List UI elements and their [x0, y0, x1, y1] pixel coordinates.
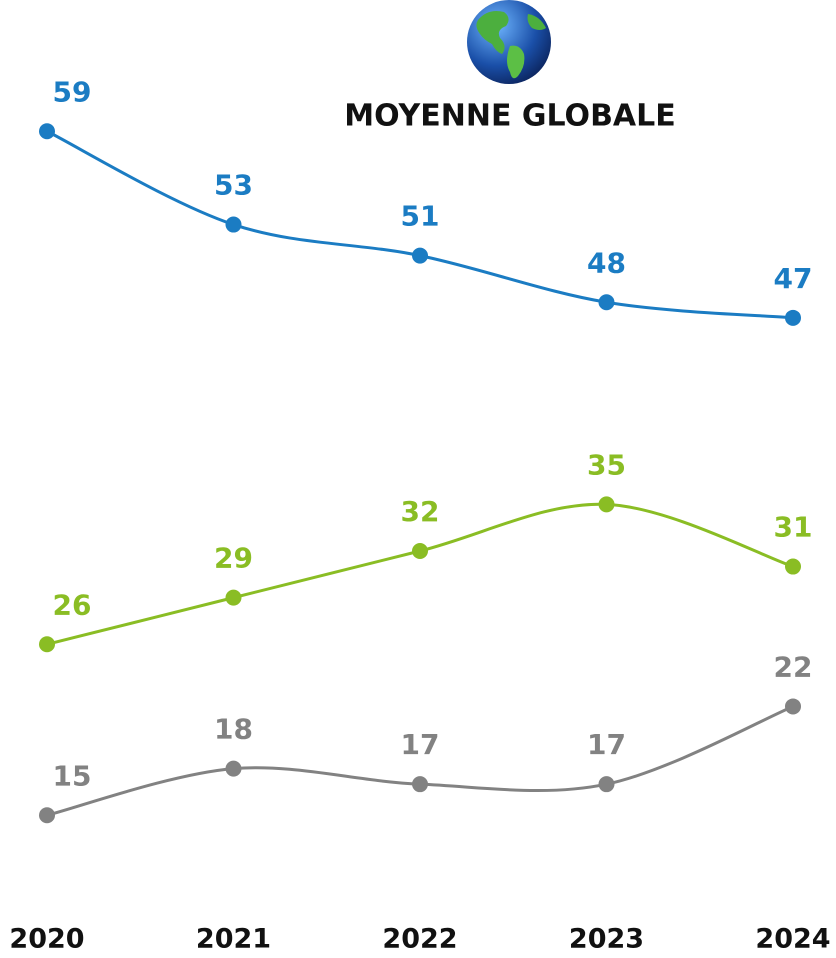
data-label: 17 — [587, 728, 626, 761]
data-point — [39, 807, 55, 823]
chart-title: MOYENNE GLOBALE — [344, 99, 676, 134]
data-label: 53 — [214, 169, 253, 202]
data-point — [412, 776, 428, 792]
data-point — [599, 294, 615, 310]
x-tick-label: 2020 — [9, 924, 84, 955]
data-point — [785, 698, 801, 714]
data-label: 26 — [53, 588, 92, 621]
data-label: 15 — [53, 759, 92, 792]
x-tick-label: 2021 — [196, 924, 271, 955]
data-point — [785, 310, 801, 326]
data-label: 32 — [401, 495, 440, 528]
data-label: 31 — [774, 511, 813, 544]
data-point — [226, 590, 242, 606]
data-point — [412, 248, 428, 264]
data-point — [599, 776, 615, 792]
data-label: 29 — [214, 542, 253, 575]
data-label: 17 — [401, 728, 440, 761]
globe-icon — [467, 0, 551, 84]
x-tick-label: 2024 — [755, 924, 830, 955]
chart: MOYENNE GLOBALE 2020 2021 2022 2023 2024 59 53… — [0, 0, 836, 954]
data-point — [785, 559, 801, 575]
data-label: 35 — [587, 448, 626, 481]
data-label: 22 — [774, 650, 813, 683]
data-point — [599, 496, 615, 512]
data-label: 48 — [587, 246, 626, 279]
data-label: 59 — [53, 75, 92, 108]
x-tick-label: 2022 — [382, 924, 457, 955]
data-point — [226, 761, 242, 777]
data-point — [39, 636, 55, 652]
data-point — [226, 217, 242, 233]
data-label: 51 — [401, 200, 440, 233]
data-label: 18 — [214, 713, 253, 746]
x-tick-label: 2023 — [569, 924, 644, 955]
data-point — [412, 543, 428, 559]
data-label: 47 — [774, 262, 813, 295]
data-point — [39, 123, 55, 139]
